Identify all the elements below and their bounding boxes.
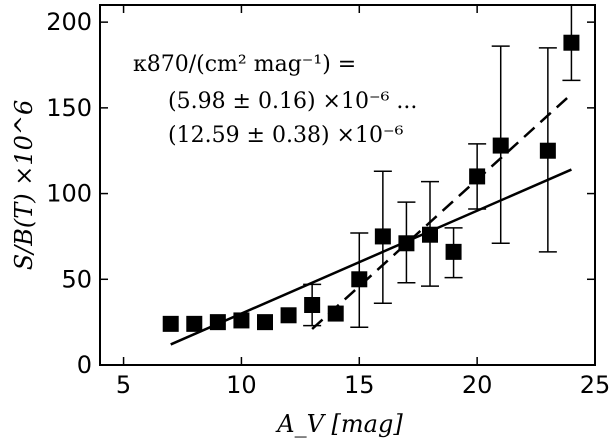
y-tick-label: 0 — [77, 351, 92, 379]
data-point — [257, 314, 273, 331]
fit-line-dashed — [311, 93, 573, 330]
data-point — [186, 315, 203, 332]
plot-frame — [99, 4, 596, 366]
x-tick-label: 25 — [580, 371, 610, 399]
data-point — [398, 235, 415, 252]
data-point — [374, 228, 391, 245]
data-point — [327, 305, 344, 322]
data-point — [280, 307, 297, 324]
y-axis-label: S/B(T) ×10^6 — [10, 100, 38, 271]
x-axis-label: A_V [mag] — [275, 410, 403, 438]
data-point — [351, 271, 368, 288]
data-point — [539, 142, 556, 159]
x-tick-label: 15 — [344, 371, 375, 399]
data-point — [422, 226, 438, 243]
data-point — [162, 315, 179, 332]
y-tick-label: 100 — [46, 180, 92, 208]
data-point — [563, 34, 580, 51]
annotation-line-2: (5.98 ± 0.16) ×10⁻⁶ ... — [168, 89, 417, 114]
fit-line-solid — [170, 168, 572, 346]
data-point — [469, 168, 486, 185]
x-tick-label: 20 — [462, 371, 493, 399]
annotation-line-3: (12.59 ± 0.38) ×10⁻⁶ — [168, 123, 404, 148]
y-tick-label: 200 — [46, 8, 92, 36]
data-point — [445, 243, 462, 260]
chart-marks: 5 10 15 20 25 0 50 100 150 200 — [46, 4, 610, 399]
x-tick-label: 10 — [226, 371, 257, 399]
y-tick-label: 50 — [61, 265, 92, 293]
data-point — [304, 297, 321, 313]
annotation-line-1: κ870/(cm² mag⁻¹) = — [133, 52, 356, 77]
data-point — [209, 314, 226, 331]
x-tick-label: 5 — [116, 371, 131, 399]
data-point — [233, 312, 250, 329]
data-point — [492, 137, 509, 154]
y-tick-label: 150 — [46, 94, 92, 122]
